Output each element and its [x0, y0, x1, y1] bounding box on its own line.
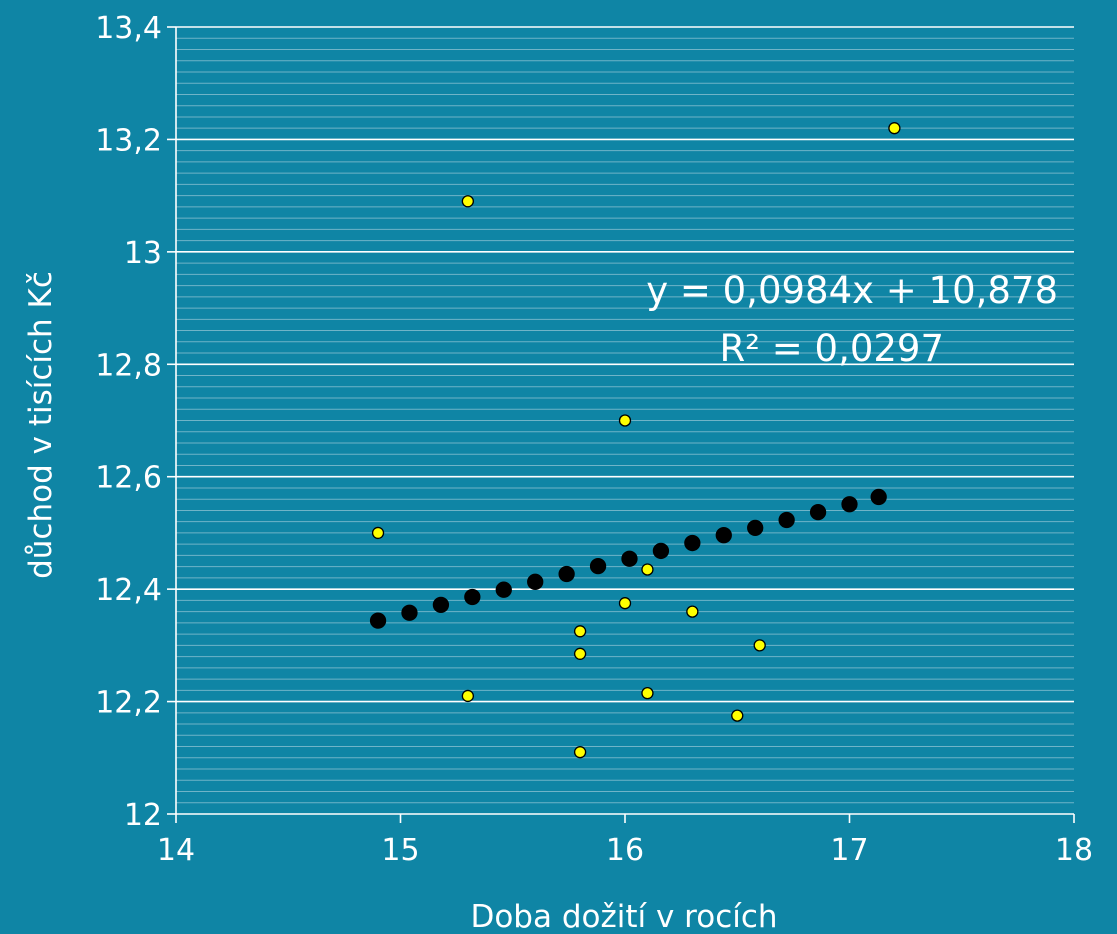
data-point — [461, 689, 475, 703]
trend-point — [652, 542, 670, 560]
data-point — [371, 526, 385, 540]
data-point — [641, 686, 654, 700]
trend-point — [464, 588, 481, 606]
trendline-r-squared: R² = 0,0297 — [719, 327, 944, 370]
trend-point — [432, 596, 450, 614]
trend-point — [527, 573, 544, 590]
trend-point — [870, 488, 887, 506]
y-tick-label: 12 — [124, 798, 162, 833]
tick-labels: 12 12,2 12,4 12,6 12,8 13 13,2 13,4 14 15 16 17 18 — [95, 11, 1093, 868]
data-point — [686, 605, 699, 618]
x-tick-label: 16 — [606, 833, 644, 868]
x-axis-title: Doba dožití v rocích — [470, 899, 777, 934]
trend-point — [747, 519, 764, 537]
data-points — [369, 122, 901, 759]
trend-point — [589, 557, 607, 575]
trend-point — [369, 612, 387, 629]
minor-gridlines — [176, 37, 1074, 804]
x-tick-label: 18 — [1055, 833, 1093, 868]
trend-point — [558, 565, 575, 583]
data-point — [618, 597, 632, 610]
trend-point — [715, 527, 732, 544]
data-point — [888, 122, 901, 135]
data-point — [573, 746, 587, 759]
axes — [167, 26, 1075, 823]
data-point — [641, 563, 654, 576]
major-gridlines — [176, 26, 1074, 703]
trend-point — [809, 503, 827, 521]
y-tick-label: 13 — [124, 236, 162, 271]
data-point — [573, 625, 587, 638]
data-point — [618, 414, 632, 427]
y-tick-label: 12,4 — [95, 573, 162, 608]
data-point — [731, 709, 744, 722]
trend-point — [684, 534, 701, 552]
y-tick-label: 12,6 — [95, 461, 162, 496]
y-tick-label: 12,8 — [95, 348, 162, 383]
trendline-equation: y = 0,0984x + 10,878 — [646, 269, 1058, 312]
trend-point — [401, 604, 418, 621]
x-tick-label: 14 — [157, 833, 195, 868]
y-tick-label: 13,2 — [95, 123, 162, 158]
x-tick-label: 15 — [381, 833, 419, 868]
trend-point — [495, 581, 512, 598]
y-tick-label: 13,4 — [95, 11, 162, 46]
y-tick-label: 12,2 — [95, 686, 162, 721]
y-axis-title: důchod v tisících Kč — [23, 271, 59, 579]
trend-point — [778, 511, 795, 529]
trend-point — [621, 550, 638, 567]
trend-point — [841, 496, 858, 513]
data-point — [573, 647, 587, 660]
data-point — [461, 195, 475, 208]
data-point — [753, 639, 766, 652]
x-tick-label: 17 — [830, 833, 868, 868]
